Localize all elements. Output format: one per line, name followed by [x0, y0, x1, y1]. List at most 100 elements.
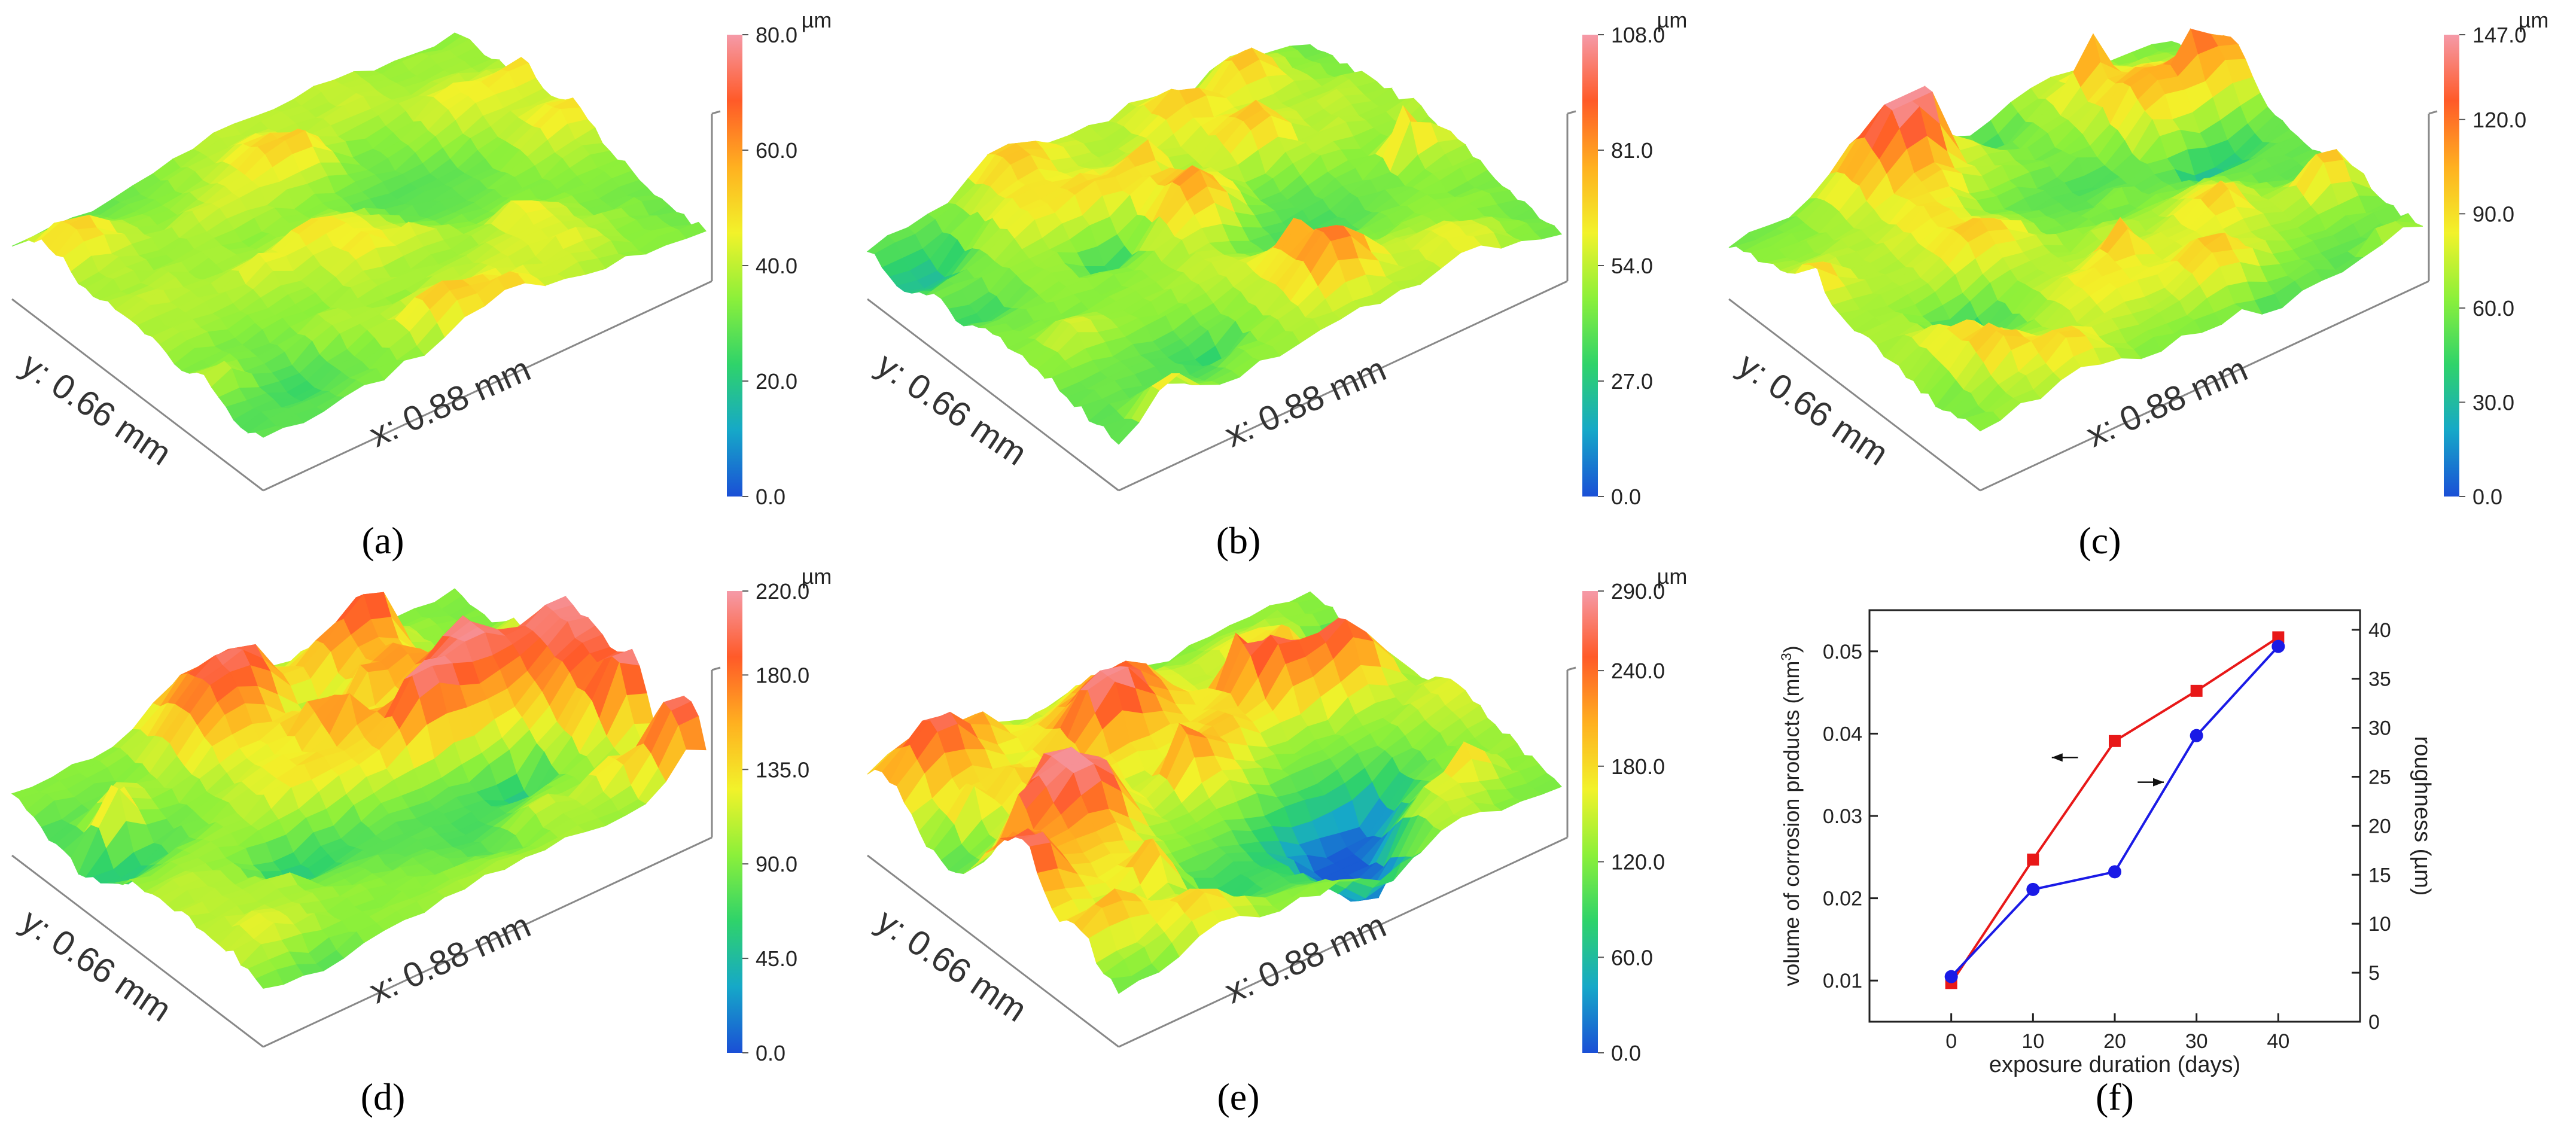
series-line-roughness	[1950, 645, 2279, 977]
point-volume-3	[2190, 684, 2203, 697]
y-left-tick-label-1: 0.02	[1823, 888, 1862, 910]
y-right-tick-label-5: 25	[2368, 766, 2391, 788]
colorbar-tick-d-4: 45.0	[756, 946, 797, 971]
surface-axes-e	[867, 666, 1576, 1048]
x-tick-label-2: 20	[2103, 1030, 2126, 1053]
y-right-tick-label-7: 35	[2368, 668, 2391, 691]
y-left-tick-label-2: 0.03	[1823, 805, 1862, 828]
caption-f: (f)	[2096, 1076, 2134, 1118]
y-right-tick-label-8: 40	[2368, 619, 2391, 642]
colorbar-tick-b-3: 27.0	[1611, 369, 1653, 394]
caption-d: (d)	[361, 1076, 406, 1118]
point-roughness-3	[2190, 729, 2203, 742]
point-volume-2	[2109, 735, 2121, 747]
surface-panel-d: x: 0.88 mmy: 0.66 mmµm220.0180.0135.090.…	[11, 564, 832, 1118]
y-left-axis-title-main: volume of corrosion products (mm	[1779, 661, 1804, 986]
caption-c: (c)	[2078, 519, 2121, 562]
caption-e: (e)	[1217, 1076, 1259, 1118]
y-right-tick-label-1: 5	[2368, 962, 2380, 985]
colorbar-tick-d-0: 220.0	[756, 579, 809, 604]
surface-mesh-c	[1728, 28, 2423, 432]
colorbar-tick-a-0: 80.0	[756, 23, 797, 47]
y-right-tick-label-2: 10	[2368, 913, 2391, 936]
surface-mesh-b	[866, 44, 1563, 445]
colorbar-tick-d-2: 135.0	[756, 757, 809, 782]
y-right-tick-label-6: 30	[2368, 717, 2391, 740]
colorbar-tick-e-4: 60.0	[1611, 945, 1653, 970]
colorbar-tick-e-1: 240.0	[1611, 659, 1665, 683]
colorbar-unit-e: µm	[1657, 564, 1688, 589]
colorbar-tick-c-1: 120.0	[2473, 108, 2526, 132]
colorbar-tick-a-2: 40.0	[756, 254, 797, 278]
colorbar-tick-c-3: 60.0	[2473, 296, 2514, 321]
series-line-volume	[1950, 636, 2279, 984]
y-left-tick-label-0: 0.01	[1823, 970, 1862, 992]
colorbar-tick-a-4: 0.0	[756, 485, 785, 509]
surface-mesh-d	[11, 588, 707, 989]
plot-frame	[1868, 609, 2361, 1023]
colorbar-unit-a: µm	[802, 8, 832, 32]
colorbar-tick-c-0: 147.0	[2473, 23, 2526, 47]
colorbar-tick-a-1: 60.0	[756, 138, 797, 163]
point-roughness-4	[2271, 639, 2285, 653]
surface-panel-b: x: 0.88 mmy: 0.66 mmµm108.081.054.027.00…	[866, 8, 1687, 562]
colorbar-tick-c-2: 90.0	[2473, 202, 2514, 226]
arrow-to-roughness-axis	[2137, 778, 2164, 787]
colorbar-tick-c-4: 30.0	[2473, 390, 2514, 415]
x-axis-title: exposure duration (days)	[1989, 1052, 2240, 1077]
y-left-tick-label-4: 0.05	[1823, 641, 1862, 663]
colorbar-tick-e-5: 0.0	[1611, 1041, 1641, 1065]
colorbar-tick-e-2: 180.0	[1611, 754, 1665, 779]
y-left-axis-title-end: )	[1779, 645, 1804, 653]
point-volume-1	[2027, 853, 2039, 866]
surface-axes-b	[867, 110, 1576, 492]
y-right-tick-label-4: 20	[2368, 815, 2391, 837]
x-tick-label-1: 10	[2021, 1030, 2044, 1053]
x-tick-label-4: 40	[2267, 1030, 2289, 1053]
caption-b: (b)	[1216, 519, 1261, 562]
y-left-tick-label-3: 0.04	[1823, 723, 1862, 745]
colorbar-unit-b: µm	[1657, 8, 1688, 32]
colorbar-tick-a-3: 20.0	[756, 369, 797, 394]
x-tick-label-3: 30	[2185, 1030, 2208, 1053]
point-roughness-0	[1944, 970, 1958, 983]
colorbar-unit-c: µm	[2519, 8, 2549, 32]
line-chart-f: 0 10 20 30 40 0.01 0.02 0.03 0.04 0.05 0 5 10 15 20 25 3…	[1779, 609, 2435, 1118]
surface-panel-e: x: 0.88 mmy: 0.66 mmµm290.0240.0180.0120…	[867, 564, 1687, 1118]
y-right-tick-label-3: 15	[2368, 864, 2391, 887]
surface-panel-c: x: 0.88 mmy: 0.66 mmµm147.0120.090.060.0…	[1728, 8, 2548, 562]
x-tick-label-0: 0	[1945, 1030, 1957, 1053]
y-left-axis-title: volume of corrosion products (mm3)	[1779, 645, 1804, 986]
point-roughness-2	[2108, 865, 2121, 879]
surface-mesh-e	[867, 591, 1563, 994]
colorbar-tick-b-1: 81.0	[1611, 138, 1653, 163]
surface-panel-a: x: 0.88 mmy: 0.66 mmµm80.060.040.020.00.…	[11, 8, 832, 562]
point-volume-4	[2272, 631, 2285, 644]
surface-axes-c	[1728, 110, 2438, 492]
caption-a: (a)	[361, 519, 404, 562]
colorbar-tick-d-5: 0.0	[756, 1041, 785, 1065]
colorbar-tick-d-1: 180.0	[756, 663, 809, 687]
colorbar-tick-b-0: 108.0	[1611, 23, 1665, 47]
y-right-tick-label-0: 0	[2368, 1011, 2380, 1034]
surface-axes-a	[11, 110, 721, 492]
colorbar-tick-e-3: 120.0	[1611, 850, 1665, 875]
x-axis-label-c: x: 0.88 mm	[2081, 349, 2253, 455]
colorbar-unit-d: µm	[802, 564, 832, 589]
colorbar-tick-b-4: 0.0	[1611, 485, 1641, 509]
x-axis-label-e: x: 0.88 mm	[1219, 906, 1391, 1011]
colorbar-tick-e-0: 290.0	[1611, 579, 1665, 604]
y-left-axis-title-sup: 3	[1779, 653, 1795, 660]
colorbar-tick-c-5: 0.0	[2473, 485, 2502, 509]
surface-mesh-a	[11, 32, 707, 438]
y-right-axis-title: roughness (µm)	[2410, 736, 2435, 896]
colorbar-tick-d-3: 90.0	[756, 852, 797, 876]
point-roughness-1	[2026, 882, 2040, 896]
colorbar-tick-b-2: 54.0	[1611, 254, 1653, 278]
